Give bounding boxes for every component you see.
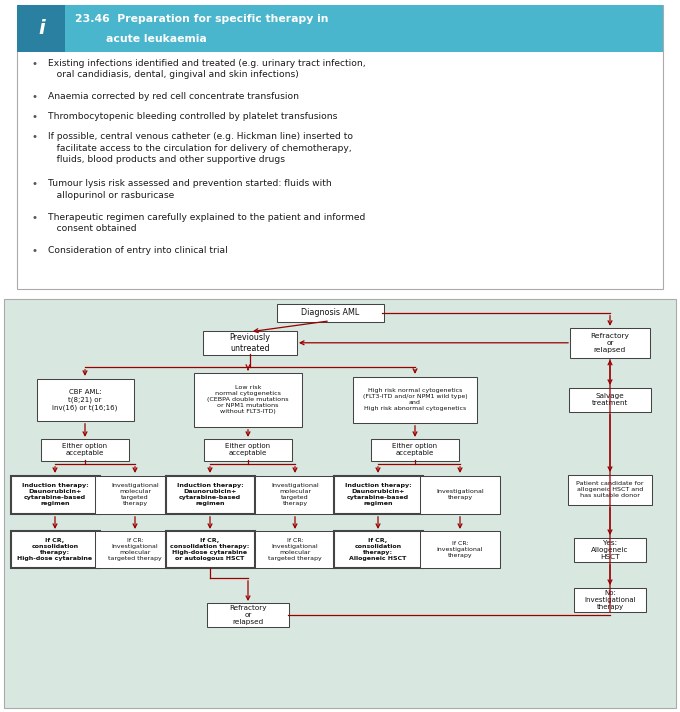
FancyBboxPatch shape	[204, 439, 292, 461]
Text: Investigational
therapy: Investigational therapy	[436, 489, 484, 501]
FancyBboxPatch shape	[10, 476, 99, 514]
Text: Previously
untreated: Previously untreated	[230, 333, 271, 352]
Text: 23.46  Preparation for specific therapy in: 23.46 Preparation for specific therapy i…	[75, 14, 328, 24]
Text: If CR:
Investigational
molecular
targeted therapy: If CR: Investigational molecular targete…	[268, 538, 322, 561]
FancyBboxPatch shape	[95, 476, 175, 514]
Text: Investigational
molecular
targeted
therapy: Investigational molecular targeted thera…	[111, 483, 159, 506]
FancyBboxPatch shape	[255, 476, 335, 514]
FancyBboxPatch shape	[37, 379, 133, 421]
FancyBboxPatch shape	[165, 476, 254, 514]
FancyBboxPatch shape	[41, 439, 129, 461]
Text: Refractory
or
relapsed: Refractory or relapsed	[590, 333, 630, 353]
Text: Either option
acceptable: Either option acceptable	[63, 444, 107, 456]
FancyBboxPatch shape	[420, 476, 500, 514]
Text: acute leukaemia: acute leukaemia	[106, 33, 207, 43]
FancyBboxPatch shape	[95, 531, 175, 568]
Text: If CR,
consolidation
therapy:
Allogeneic HSCT: If CR, consolidation therapy: Allogeneic…	[350, 538, 407, 561]
Text: If CR:
investigational
therapy: If CR: investigational therapy	[437, 541, 483, 558]
Text: •: •	[31, 112, 37, 122]
FancyBboxPatch shape	[4, 299, 676, 708]
FancyBboxPatch shape	[568, 475, 652, 505]
Text: Induction therapy:
Daunorubicin+
cytarabine-based
regimen: Induction therapy: Daunorubicin+ cytarab…	[177, 483, 243, 506]
Text: Refractory
or
relapsed: Refractory or relapsed	[229, 604, 267, 625]
Text: Either option
acceptable: Either option acceptable	[392, 444, 437, 456]
Text: Investigational
molecular
targeted
therapy: Investigational molecular targeted thera…	[271, 483, 319, 506]
Text: High risk normal cytogenetics
(FLT3-ITD and/or NPM1 wild type)
and
High risk abn: High risk normal cytogenetics (FLT3-ITD …	[362, 388, 467, 412]
FancyBboxPatch shape	[17, 5, 65, 52]
Text: •: •	[31, 93, 37, 103]
FancyBboxPatch shape	[17, 5, 663, 52]
FancyBboxPatch shape	[17, 5, 663, 289]
FancyBboxPatch shape	[255, 531, 335, 568]
Text: Induction therapy:
Daunorubicin+
cytarabine-based
regimen: Induction therapy: Daunorubicin+ cytarab…	[22, 483, 88, 506]
Text: Diagnosis AML: Diagnosis AML	[301, 308, 359, 318]
Text: i: i	[38, 19, 44, 38]
Text: Existing infections identified and treated (e.g. urinary tract infection,
   ora: Existing infections identified and treat…	[48, 59, 366, 80]
Text: No:
Investigational
therapy: No: Investigational therapy	[584, 590, 636, 610]
Text: Consideration of entry into clinical trial: Consideration of entry into clinical tri…	[48, 246, 228, 256]
Text: •: •	[31, 59, 37, 69]
Text: Tumour lysis risk assessed and prevention started: fluids with
   allopurinol or: Tumour lysis risk assessed and preventio…	[48, 179, 332, 200]
FancyBboxPatch shape	[570, 328, 650, 358]
Text: •: •	[31, 246, 37, 256]
Text: •: •	[31, 132, 37, 142]
FancyBboxPatch shape	[203, 331, 297, 355]
Text: Therapeutic regimen carefully explained to the patient and informed
   consent o: Therapeutic regimen carefully explained …	[48, 213, 365, 234]
Text: Thrombocytopenic bleeding controlled by platelet transfusions: Thrombocytopenic bleeding controlled by …	[48, 112, 337, 121]
Text: •: •	[31, 213, 37, 223]
FancyBboxPatch shape	[574, 588, 646, 612]
FancyBboxPatch shape	[569, 388, 651, 412]
Text: Anaemia corrected by red cell concentrate transfusion: Anaemia corrected by red cell concentrat…	[48, 93, 299, 102]
FancyBboxPatch shape	[277, 304, 384, 322]
FancyBboxPatch shape	[353, 377, 477, 423]
Text: Salvage
treatment: Salvage treatment	[592, 393, 628, 407]
FancyBboxPatch shape	[333, 476, 422, 514]
Text: Patient candidate for
allogeneic HSCT and
has suitable donor: Patient candidate for allogeneic HSCT an…	[576, 481, 644, 498]
FancyBboxPatch shape	[371, 439, 459, 461]
FancyBboxPatch shape	[333, 531, 422, 568]
Text: Induction therapy:
Daunorubicin+
cytarabine-based
regimen: Induction therapy: Daunorubicin+ cytarab…	[345, 483, 411, 506]
Text: Yes:
Allogeneic
HSCT: Yes: Allogeneic HSCT	[591, 540, 629, 560]
Text: If possible, central venous catheter (e.g. Hickman line) inserted to
   facilita: If possible, central venous catheter (e.…	[48, 132, 353, 164]
FancyBboxPatch shape	[207, 603, 289, 627]
FancyBboxPatch shape	[10, 531, 99, 568]
Text: CBF AML:
t(8;21) or
inv(16) or t(16;16): CBF AML: t(8;21) or inv(16) or t(16;16)	[52, 389, 118, 411]
Text: If CR,
consolidation
therapy:
High-dose cytarabine: If CR, consolidation therapy: High-dose …	[18, 538, 92, 561]
FancyBboxPatch shape	[574, 538, 646, 562]
Text: •: •	[31, 179, 37, 189]
FancyBboxPatch shape	[165, 531, 254, 568]
Text: If CR:
Investigational
molecular
targeted therapy: If CR: Investigational molecular targete…	[108, 538, 162, 561]
Text: If CR,
consolidation therapy:
High-dose cytarabine
or autologous HSCT: If CR, consolidation therapy: High-dose …	[170, 538, 250, 561]
Text: Either option
acceptable: Either option acceptable	[226, 444, 271, 456]
FancyBboxPatch shape	[420, 531, 500, 568]
FancyBboxPatch shape	[194, 373, 302, 426]
Text: Low risk
normal cytogenetics
(CEBPA double mutations
or NPM1 mutations
without F: Low risk normal cytogenetics (CEBPA doub…	[207, 385, 289, 414]
